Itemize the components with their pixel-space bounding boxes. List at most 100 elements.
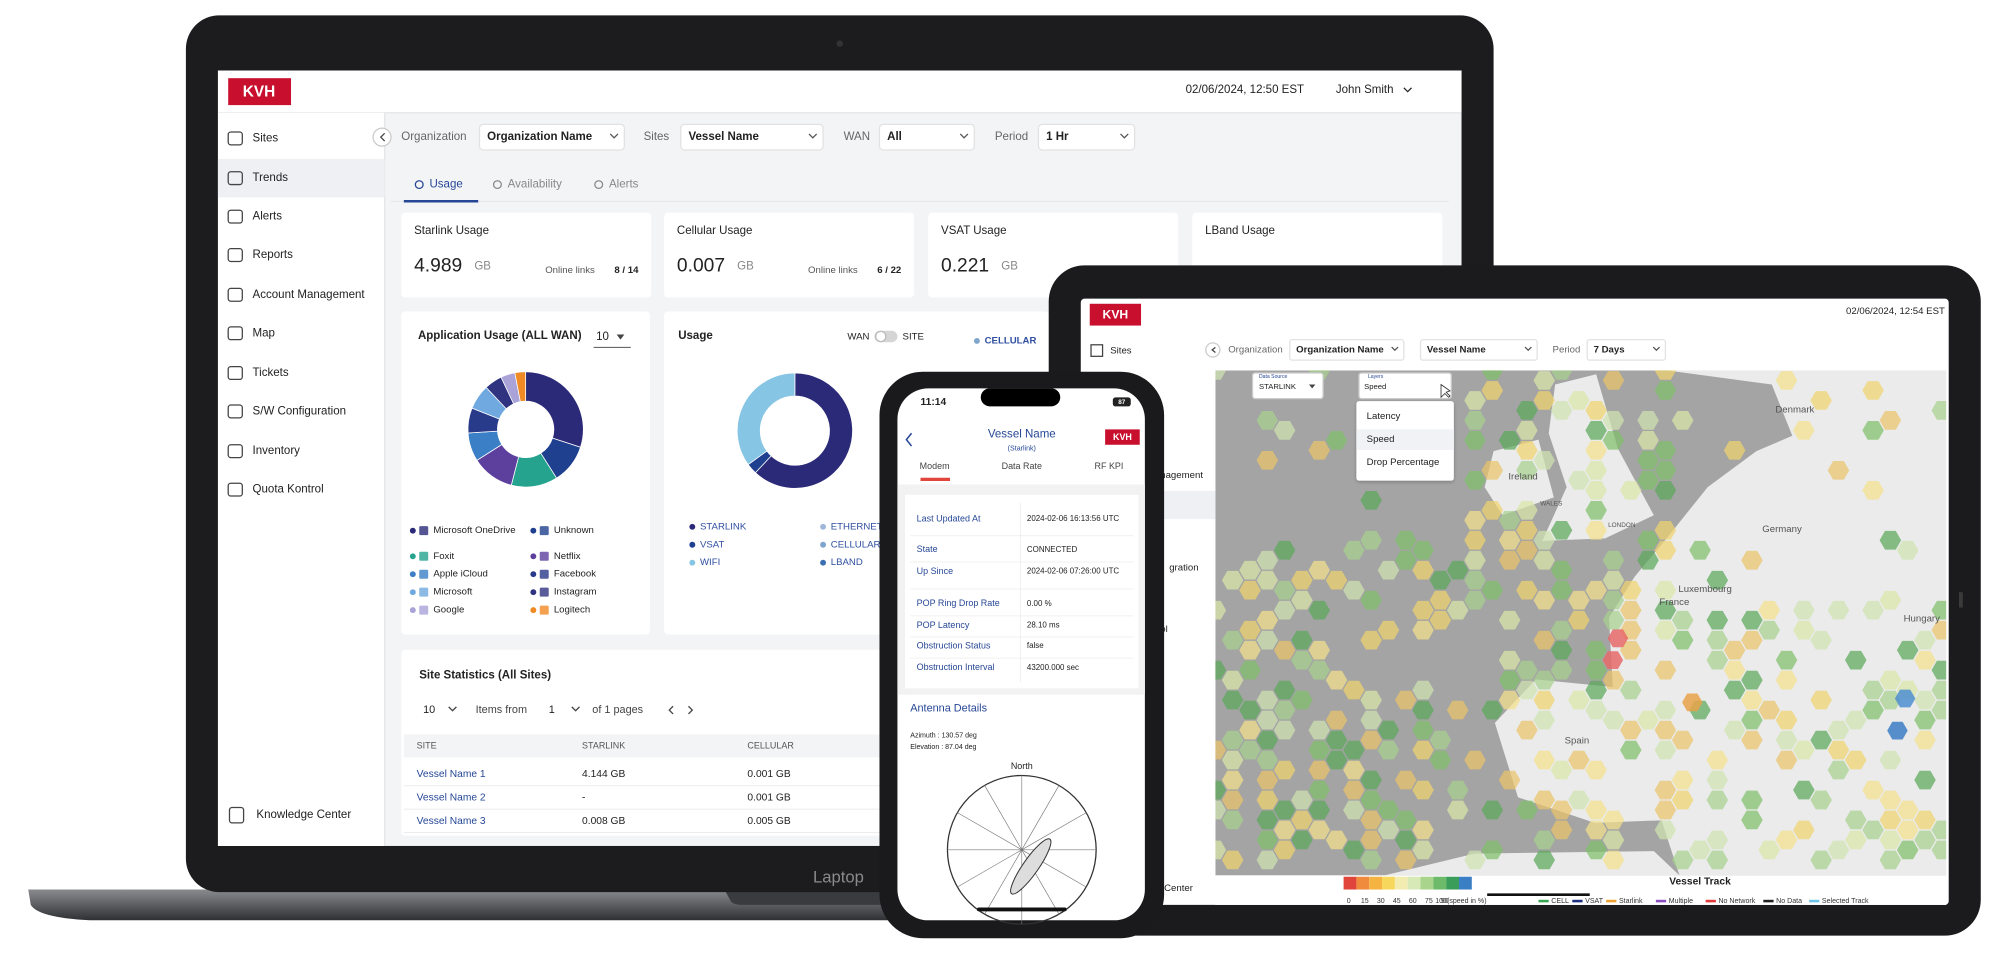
hex-cell [1827,600,1850,620]
hex-cell [1723,640,1746,660]
top-select[interactable]: 10 [596,331,609,343]
hex-cell [1654,540,1677,560]
nav-item[interactable]: Knowledge Center [256,809,351,821]
card-title: Starlink Usage [414,225,489,237]
hex-cell [1516,660,1538,680]
map-label: Ireland [1508,471,1537,482]
data-source-select[interactable] [1251,372,1324,400]
prev-page[interactable] [668,705,674,715]
filter-select[interactable] [1419,339,1538,361]
nav-item[interactable]: Sites [1110,346,1132,357]
hex-cell [1775,670,1798,690]
hex-cell [1887,721,1908,740]
hex-cell [1464,550,1486,570]
filter-label: Organization [1228,344,1283,355]
collapse-button[interactable] [372,127,392,147]
hex-cell [1360,770,1382,790]
table-cell: 0.005 GB [747,816,790,827]
dropdown-option[interactable]: Latency [1367,411,1401,422]
card-title: Cellular Usage [677,225,753,237]
hex-cell [1585,700,1607,720]
hex-cell [1845,810,1867,830]
filter-select[interactable] [1037,123,1136,151]
map: Ireland WALES LONDON Denmark Germany Luxembou… [1215,370,1947,876]
filter-select[interactable] [478,123,626,151]
site-link[interactable]: Vessel Name 1 [417,769,486,780]
filter-value: Organization Name [487,131,593,143]
per-page-select[interactable]: 10 [423,704,435,716]
hex-cell [1464,590,1486,610]
next-page[interactable] [688,705,694,715]
back-button[interactable] [905,432,913,447]
scale-swatch [1343,876,1357,890]
chevron-icon [1391,346,1399,352]
hex-cell [1775,710,1798,730]
site-link[interactable]: Vessel Name 2 [417,792,486,803]
filter-select[interactable] [878,123,976,151]
filter-select[interactable] [1289,339,1405,361]
nav-item[interactable]: gration [1169,562,1198,573]
dropdown-option[interactable]: Speed [1367,434,1395,445]
site-link[interactable]: Vessel Name 3 [417,816,486,827]
control-value: STARLINK [1259,382,1297,391]
hex-cell [1827,740,1850,760]
nav-item[interactable]: Reports [253,249,294,261]
hex-cell [1377,820,1400,840]
table-cell: 0.001 GB [747,792,790,803]
user-menu[interactable]: John Smith [1336,84,1394,96]
hex-cell [1239,700,1261,720]
tab[interactable]: Data Rate [1002,461,1042,471]
tab[interactable]: Availability [508,179,562,191]
nav-item[interactable]: Tickets [253,367,289,379]
nav-item[interactable]: Trends [253,172,289,184]
hex-cell [1343,840,1365,860]
dropdown-option[interactable]: Drop Percentage [1367,457,1440,468]
camera [836,40,843,47]
nav-item[interactable]: Sites [253,132,279,144]
map-label: Denmark [1775,405,1814,416]
compass-label: North [1011,761,1033,771]
hex-cell [1533,451,1555,470]
hex-cell [1498,610,1521,630]
hex-cell [1291,810,1313,830]
vessel-title: Vessel Name [988,429,1056,441]
tab[interactable]: Modem [920,461,950,471]
legend-dot [409,527,416,534]
app-icon [419,587,429,597]
hex-cell [1654,461,1677,480]
hex-cell [1325,670,1348,690]
links-value: 8 / 14 [614,265,639,276]
hex-cell [1637,451,1659,470]
nav-item[interactable]: Map [253,327,275,339]
tab[interactable]: Usage [429,179,462,191]
hex-cell [1325,750,1348,770]
filter-value: Vessel Name [688,131,759,143]
hex-cell [1602,431,1625,450]
chevron-icon [959,133,969,139]
usage-card [664,212,915,298]
nav-item[interactable]: nagement [1160,470,1203,481]
page-select[interactable]: 1 [549,704,555,716]
chevron-icon [1403,87,1412,93]
filter-select[interactable] [1586,339,1667,361]
layers-select[interactable] [1358,372,1452,400]
nav-item[interactable]: Quota Kontrol [253,484,324,496]
nav-item[interactable]: Alerts [253,211,283,223]
hex-cell [1620,720,1642,740]
nav-item[interactable]: S/W Configuration [253,405,346,417]
home-indicator [976,907,1067,912]
card-value: 4.989 [414,256,462,277]
nav-item[interactable]: Center [1164,883,1194,894]
hex-cell [1741,790,1763,810]
hex-cell [1810,690,1832,710]
hex-cell [1706,850,1729,870]
tab[interactable]: RF KPI [1095,461,1124,471]
tab[interactable]: Alerts [609,179,639,191]
column-header: CELLULAR [747,740,794,750]
nav-item[interactable]: Inventory [253,445,301,457]
table-cell: 4.144 GB [582,769,625,780]
hex-cell [1412,740,1434,760]
filter-select[interactable] [680,123,824,151]
hex-cell [1498,670,1521,690]
nav-item[interactable]: Account Management [253,289,366,301]
